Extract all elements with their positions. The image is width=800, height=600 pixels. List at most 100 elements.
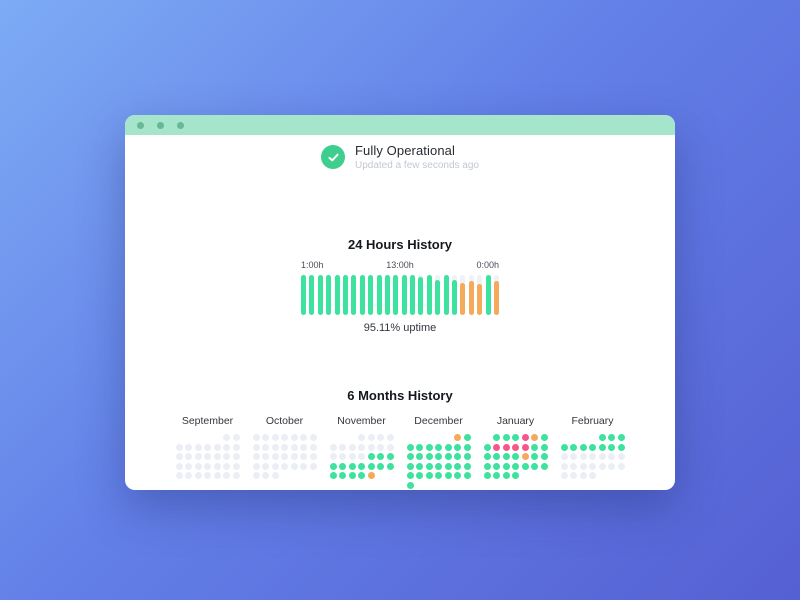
day-dot-no-data[interactable] bbox=[213, 453, 221, 460]
day-dot-no-data[interactable] bbox=[252, 462, 260, 470]
uptime-bar[interactable] bbox=[334, 275, 340, 315]
day-dot-operational[interactable] bbox=[512, 453, 519, 460]
day-dot-operational[interactable] bbox=[454, 443, 461, 451]
day-dot-operational[interactable] bbox=[617, 443, 625, 451]
day-dot-operational[interactable] bbox=[339, 462, 346, 470]
day-dot-operational[interactable] bbox=[493, 462, 500, 470]
day-dot-operational[interactable] bbox=[531, 462, 538, 470]
day-dot-operational[interactable] bbox=[531, 453, 538, 460]
day-dot-no-data[interactable] bbox=[252, 434, 260, 441]
uptime-bar[interactable] bbox=[401, 275, 407, 315]
day-dot-no-data[interactable] bbox=[232, 453, 240, 460]
day-dot-no-data[interactable] bbox=[281, 462, 288, 470]
day-dot-operational[interactable] bbox=[435, 453, 442, 460]
day-dot-no-data[interactable] bbox=[617, 453, 625, 460]
day-dot-degraded[interactable] bbox=[367, 472, 375, 479]
uptime-bar[interactable] bbox=[460, 275, 466, 315]
day-dot-operational[interactable] bbox=[358, 462, 365, 470]
day-dot-no-data[interactable] bbox=[358, 434, 365, 441]
day-dot-no-data[interactable] bbox=[358, 443, 365, 451]
day-dot-operational[interactable] bbox=[425, 453, 433, 460]
day-dot-no-data[interactable] bbox=[309, 434, 317, 441]
day-dot-no-data[interactable] bbox=[560, 453, 568, 460]
day-dot-no-data[interactable] bbox=[213, 472, 221, 479]
day-dot-operational[interactable] bbox=[463, 453, 471, 460]
day-dot-operational[interactable] bbox=[540, 453, 548, 460]
day-dot-no-data[interactable] bbox=[175, 453, 183, 460]
day-dot-operational[interactable] bbox=[358, 472, 365, 479]
uptime-bar[interactable] bbox=[452, 275, 458, 315]
day-dot-no-data[interactable] bbox=[185, 453, 192, 460]
day-dot-no-data[interactable] bbox=[579, 472, 587, 479]
day-dot-no-data[interactable] bbox=[194, 462, 202, 470]
day-dot-operational[interactable] bbox=[521, 462, 529, 470]
day-dot-no-data[interactable] bbox=[290, 434, 298, 441]
day-dot-operational[interactable] bbox=[493, 434, 500, 441]
day-dot-operational[interactable] bbox=[416, 472, 423, 479]
day-dot-no-data[interactable] bbox=[204, 453, 211, 460]
uptime-bar[interactable] bbox=[393, 275, 399, 315]
day-dot-no-data[interactable] bbox=[271, 434, 279, 441]
day-dot-operational[interactable] bbox=[406, 453, 414, 460]
day-dot-no-data[interactable] bbox=[232, 472, 240, 479]
day-dot-no-data[interactable] bbox=[377, 434, 384, 441]
day-dot-no-data[interactable] bbox=[213, 462, 221, 470]
day-dot-operational[interactable] bbox=[512, 434, 519, 441]
day-dot-no-data[interactable] bbox=[579, 453, 587, 460]
day-dot-operational[interactable] bbox=[512, 472, 519, 479]
day-dot-outage[interactable] bbox=[493, 443, 500, 451]
day-dot-degraded[interactable] bbox=[531, 434, 538, 441]
day-dot-operational[interactable] bbox=[444, 462, 452, 470]
uptime-bar[interactable] bbox=[376, 275, 382, 315]
uptime-bar[interactable] bbox=[418, 275, 424, 315]
day-dot-no-data[interactable] bbox=[386, 434, 394, 441]
uptime-bar[interactable] bbox=[351, 275, 357, 315]
day-dot-no-data[interactable] bbox=[271, 472, 279, 479]
day-dot-no-data[interactable] bbox=[252, 472, 260, 479]
day-dot-no-data[interactable] bbox=[271, 453, 279, 460]
day-dot-no-data[interactable] bbox=[290, 453, 298, 460]
day-dot-no-data[interactable] bbox=[309, 453, 317, 460]
day-dot-operational[interactable] bbox=[483, 472, 491, 479]
uptime-bar[interactable] bbox=[468, 275, 474, 315]
day-dot-no-data[interactable] bbox=[309, 462, 317, 470]
day-dot-no-data[interactable] bbox=[232, 462, 240, 470]
day-dot-no-data[interactable] bbox=[608, 462, 615, 470]
day-dot-operational[interactable] bbox=[463, 443, 471, 451]
day-dot-operational[interactable] bbox=[512, 462, 519, 470]
day-dot-no-data[interactable] bbox=[339, 443, 346, 451]
day-dot-operational[interactable] bbox=[502, 453, 510, 460]
day-dot-no-data[interactable] bbox=[300, 434, 307, 441]
uptime-bar[interactable] bbox=[368, 275, 374, 315]
uptime-bar[interactable] bbox=[426, 275, 432, 315]
day-dot-operational[interactable] bbox=[531, 443, 538, 451]
day-dot-operational[interactable] bbox=[493, 453, 500, 460]
day-dot-operational[interactable] bbox=[454, 472, 461, 479]
day-dot-operational[interactable] bbox=[540, 443, 548, 451]
day-dot-operational[interactable] bbox=[367, 462, 375, 470]
day-dot-operational[interactable] bbox=[540, 462, 548, 470]
day-dot-no-data[interactable] bbox=[608, 453, 615, 460]
day-dot-operational[interactable] bbox=[493, 472, 500, 479]
day-dot-no-data[interactable] bbox=[204, 443, 211, 451]
day-dot-operational[interactable] bbox=[377, 453, 384, 460]
day-dot-operational[interactable] bbox=[608, 443, 615, 451]
day-dot-no-data[interactable] bbox=[175, 472, 183, 479]
day-dot-operational[interactable] bbox=[560, 443, 568, 451]
day-dot-operational[interactable] bbox=[502, 434, 510, 441]
day-dot-degraded[interactable] bbox=[454, 434, 461, 441]
day-dot-operational[interactable] bbox=[463, 462, 471, 470]
day-dot-operational[interactable] bbox=[444, 453, 452, 460]
uptime-bar[interactable] bbox=[435, 275, 441, 315]
day-dot-operational[interactable] bbox=[502, 472, 510, 479]
day-dot-no-data[interactable] bbox=[223, 472, 230, 479]
day-dot-operational[interactable] bbox=[435, 462, 442, 470]
day-dot-operational[interactable] bbox=[406, 472, 414, 479]
uptime-bar[interactable] bbox=[485, 275, 491, 315]
day-dot-no-data[interactable] bbox=[194, 443, 202, 451]
day-dot-no-data[interactable] bbox=[262, 453, 269, 460]
day-dot-no-data[interactable] bbox=[281, 453, 288, 460]
uptime-bar[interactable] bbox=[309, 275, 315, 315]
day-dot-operational[interactable] bbox=[502, 462, 510, 470]
day-dot-no-data[interactable] bbox=[262, 434, 269, 441]
